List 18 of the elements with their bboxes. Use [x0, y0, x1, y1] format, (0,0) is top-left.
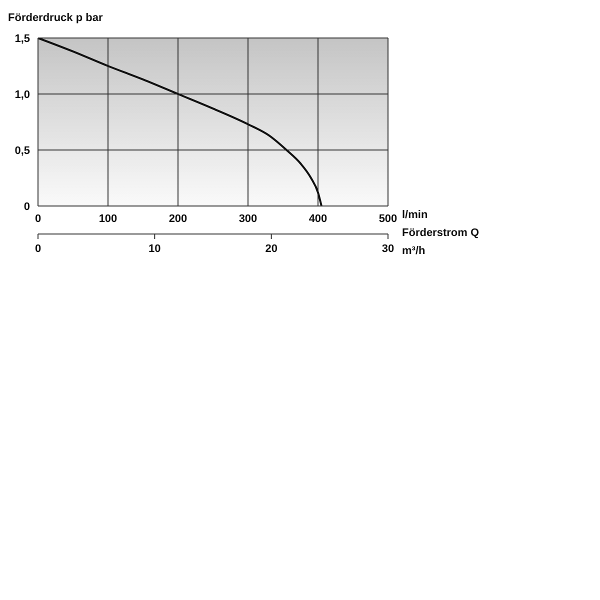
x-axis-title: l/min: [402, 209, 428, 221]
x-tick-label: 100: [98, 212, 118, 225]
y-tick-label: 1,5: [14, 32, 30, 45]
x-tick-label: 0: [34, 212, 42, 225]
x-tick-label: 300: [238, 212, 258, 225]
y-tick-label: 1,0: [14, 88, 30, 101]
y-tick-label: 0: [24, 200, 30, 213]
text: Förderstrom Q: [402, 227, 480, 239]
x2-axis-title: m³/h: [402, 245, 426, 257]
x-tick-label: 200: [168, 212, 188, 225]
x-tick-label: 500: [378, 212, 398, 225]
y-tick-label: 0,5: [14, 144, 30, 157]
x2-tick-label: 30: [382, 243, 394, 255]
x2-tick-label: 20: [265, 243, 278, 255]
x2-tick-label: 10: [148, 243, 161, 255]
x-tick-label: 400: [308, 212, 328, 225]
x2-tick-label: 0: [34, 243, 42, 255]
y-axis-title: Förderdruck p bar: [8, 12, 103, 24]
